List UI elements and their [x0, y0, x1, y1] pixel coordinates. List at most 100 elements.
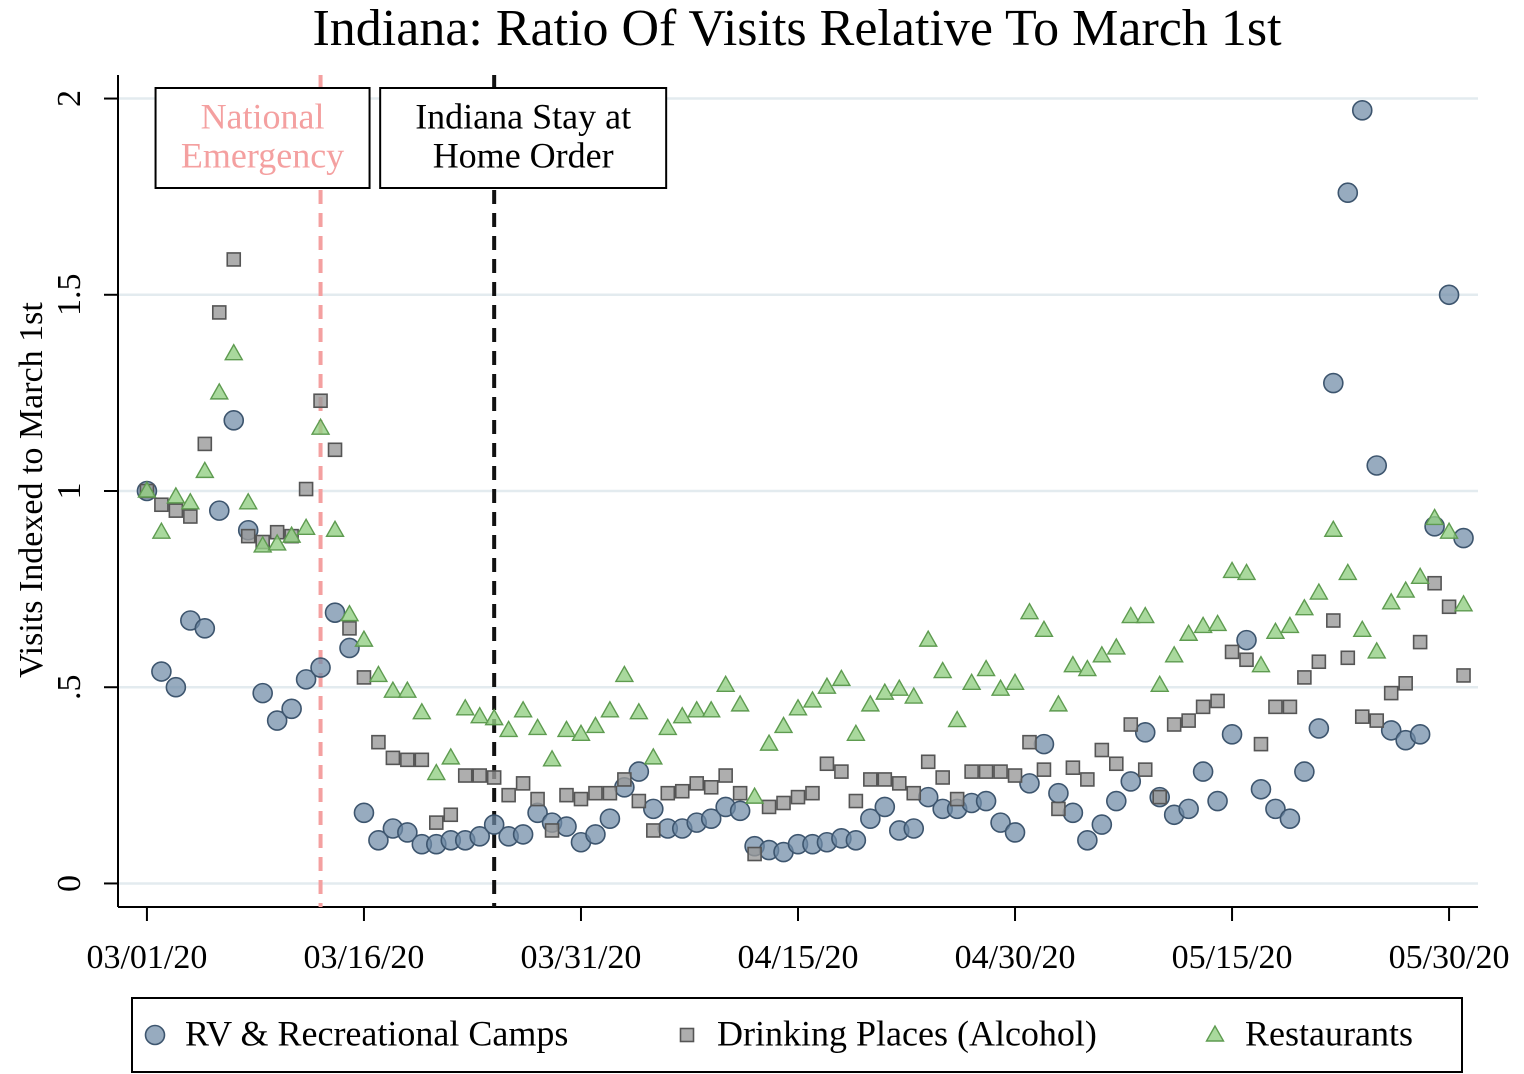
point: [819, 756, 835, 772]
x-tick-label: 03/31/20: [521, 939, 642, 976]
point: [513, 700, 533, 718]
point: [1036, 762, 1052, 777]
point: [904, 686, 924, 704]
point: [1137, 762, 1153, 777]
point: [1210, 693, 1225, 709]
point: [208, 500, 230, 521]
point: [455, 698, 475, 716]
point: [1134, 722, 1156, 743]
point: [1224, 644, 1240, 660]
point: [1251, 655, 1271, 673]
point: [599, 808, 621, 829]
y-axis-label: Visits Indexed to March 1st: [13, 302, 50, 678]
x-tick-label: 03/01/20: [86, 939, 207, 976]
point: [1297, 670, 1312, 685]
point: [990, 678, 1011, 696]
point: [1309, 582, 1329, 600]
point: [310, 417, 331, 435]
point: [1207, 790, 1228, 812]
point: [990, 812, 1011, 833]
point: [906, 785, 922, 801]
chart-title: Indiana: Ratio Of Visits Relative To Mar…: [312, 0, 1282, 57]
point: [964, 764, 979, 779]
point: [1034, 619, 1054, 638]
point: [1308, 718, 1330, 739]
annotation-box: [379, 87, 668, 189]
point: [484, 708, 504, 726]
annotation-text: Indiana Stay at: [415, 96, 631, 136]
point: [1152, 789, 1168, 805]
point: [773, 716, 794, 734]
point: [1048, 782, 1069, 804]
point: [428, 815, 444, 830]
point: [1120, 771, 1142, 792]
point: [687, 700, 707, 718]
y-tick-label: 1: [51, 483, 88, 500]
point: [1265, 798, 1286, 820]
point: [978, 764, 994, 779]
point: [703, 780, 719, 795]
point: [544, 823, 560, 838]
point: [817, 676, 837, 694]
point: [845, 829, 867, 851]
point: [1366, 455, 1388, 476]
point: [643, 798, 664, 820]
point: [1108, 756, 1124, 772]
point: [1121, 606, 1141, 624]
point: [1236, 562, 1257, 581]
point: [412, 702, 432, 720]
point: [889, 678, 909, 696]
point: [600, 700, 620, 718]
legend-marker: [679, 1027, 695, 1043]
point: [397, 822, 418, 843]
point: [643, 747, 664, 765]
point: [542, 749, 562, 767]
point: [1351, 100, 1373, 121]
point: [1340, 650, 1356, 666]
point: [483, 814, 505, 835]
point: [1094, 742, 1110, 758]
point: [1195, 699, 1211, 715]
point: [846, 723, 866, 742]
point: [1268, 699, 1283, 715]
point: [891, 776, 907, 791]
point: [1063, 655, 1083, 673]
point: [629, 702, 649, 720]
point: [805, 785, 820, 801]
point: [342, 621, 357, 636]
point: [747, 846, 762, 862]
x-tick-label: 04/15/20: [738, 939, 859, 976]
point: [1092, 645, 1112, 663]
point: [472, 768, 488, 783]
point: [614, 665, 635, 683]
point: [194, 618, 216, 639]
point: [674, 783, 690, 799]
point: [1427, 575, 1442, 591]
point: [1048, 694, 1069, 712]
point: [932, 661, 953, 679]
point: [443, 807, 459, 823]
point: [469, 826, 491, 847]
point: [295, 669, 317, 690]
point: [1354, 709, 1370, 724]
point: [441, 747, 461, 765]
point: [1105, 790, 1127, 812]
point: [1022, 734, 1037, 750]
point: [414, 752, 430, 768]
point: [658, 718, 678, 736]
point: [1294, 598, 1315, 616]
annotation-text: Emergency: [181, 135, 344, 175]
point: [1207, 614, 1228, 632]
point: [573, 791, 589, 807]
point: [310, 657, 331, 678]
point: [718, 768, 733, 783]
y-tick-label: 1.5: [51, 274, 88, 317]
point: [530, 791, 545, 807]
point: [1398, 676, 1413, 691]
point: [860, 694, 881, 712]
point: [1438, 284, 1460, 306]
point: [834, 764, 849, 779]
point: [1178, 623, 1199, 641]
point: [961, 672, 982, 691]
point: [631, 793, 647, 809]
